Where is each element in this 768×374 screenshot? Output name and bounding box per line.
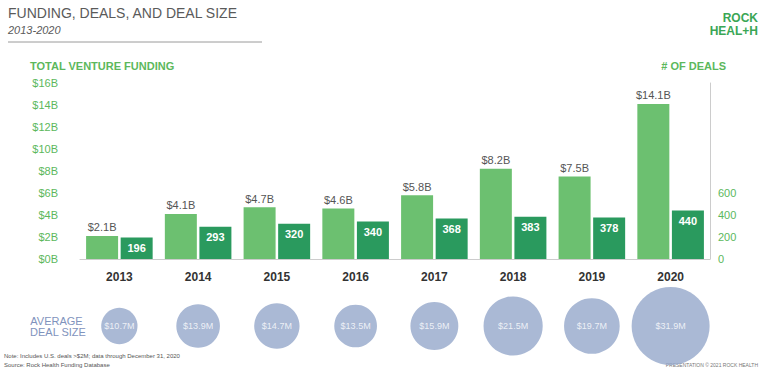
svg-text:2013-2020: 2013-2020 [7,24,61,36]
svg-text:$4.7B: $4.7B [245,193,274,205]
svg-text:$2.1B: $2.1B [88,221,117,233]
svg-text:600: 600 [718,187,736,199]
svg-text:$10B: $10B [32,143,58,155]
svg-text:Note: Includes U.S. deals >$2M: Note: Includes U.S. deals >$2M; data thr… [4,353,181,359]
svg-text:2014: 2014 [185,270,212,284]
svg-text:$10.7M: $10.7M [104,321,134,331]
svg-text:200: 200 [718,231,736,243]
svg-text:440: 440 [679,215,697,227]
svg-text:AVERAGE: AVERAGE [30,314,86,327]
svg-text:378: 378 [600,222,618,234]
svg-text:$4.1B: $4.1B [166,199,195,211]
svg-text:$31.9M: $31.9M [656,321,686,331]
svg-text:$4B: $4B [38,209,58,221]
svg-text:2016: 2016 [342,270,369,284]
svg-text:340: 340 [364,226,382,238]
svg-text:2013: 2013 [106,270,133,284]
svg-text:400: 400 [718,209,736,221]
svg-text:$8B: $8B [38,165,58,177]
svg-text:$0B: $0B [38,253,58,265]
svg-text:ROCK: ROCK [723,11,759,25]
svg-text:$14B: $14B [32,99,58,111]
svg-text:Source: Rock Health Funding Da: Source: Rock Health Funding Database [4,362,110,368]
svg-text:2020: 2020 [657,270,684,284]
svg-text:$14.1B: $14.1B [636,89,671,101]
svg-text:TOTAL VENTURE FUNDING: TOTAL VENTURE FUNDING [30,60,174,72]
svg-text:HEAL+H: HEAL+H [710,24,758,38]
svg-text:0: 0 [718,253,724,265]
svg-text:PRESENTATION © 2021 ROCK HEALT: PRESENTATION © 2021 ROCK HEALTH [665,361,758,368]
svg-text:$6B: $6B [38,187,58,199]
svg-text:DEAL SIZE: DEAL SIZE [30,326,86,338]
svg-text:293: 293 [206,231,224,243]
svg-text:2018: 2018 [500,270,527,284]
svg-text:$12B: $12B [32,121,58,133]
svg-text:$13.5M: $13.5M [341,321,371,331]
svg-text:2017: 2017 [421,270,448,284]
svg-text:$13.9M: $13.9M [183,321,213,331]
svg-text:383: 383 [521,221,539,233]
svg-text:$15.9M: $15.9M [419,321,449,331]
svg-text:$7.5B: $7.5B [560,162,589,174]
svg-text:$4.6B: $4.6B [324,194,353,206]
svg-text:$2B: $2B [38,231,58,243]
svg-text:$19.7M: $19.7M [577,321,607,331]
svg-text:2019: 2019 [579,270,606,284]
svg-text:320: 320 [285,228,303,240]
svg-text:$14.7M: $14.7M [262,321,292,331]
svg-text:$5.8B: $5.8B [403,181,432,193]
svg-text:FUNDING, DEALS, AND DEAL SIZE: FUNDING, DEALS, AND DEAL SIZE [8,5,237,21]
svg-text:368: 368 [442,223,460,235]
svg-text:$16B: $16B [32,77,58,89]
svg-text:196: 196 [127,242,145,254]
svg-text:# OF DEALS: # OF DEALS [661,60,726,72]
svg-text:$21.5M: $21.5M [498,321,528,331]
svg-text:$8.2B: $8.2B [481,154,510,166]
svg-text:2015: 2015 [264,270,291,284]
